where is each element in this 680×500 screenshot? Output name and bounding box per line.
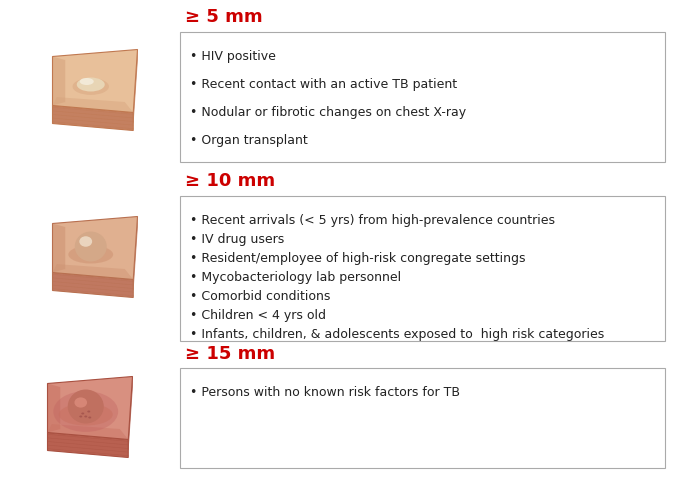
Polygon shape (48, 432, 129, 458)
Polygon shape (48, 384, 61, 432)
Ellipse shape (74, 398, 87, 407)
Text: • Persons with no known risk factors for TB: • Persons with no known risk factors for… (190, 386, 460, 399)
Polygon shape (133, 216, 137, 290)
FancyBboxPatch shape (180, 32, 665, 162)
Ellipse shape (58, 404, 113, 425)
Polygon shape (48, 424, 129, 440)
Ellipse shape (88, 416, 91, 418)
Text: • Children < 4 yrs old: • Children < 4 yrs old (190, 309, 326, 322)
Polygon shape (133, 50, 137, 124)
Text: • Mycobacteriology lab personnel: • Mycobacteriology lab personnel (190, 271, 401, 284)
Ellipse shape (81, 412, 84, 414)
Ellipse shape (75, 232, 107, 262)
Polygon shape (52, 97, 133, 112)
Text: • Recent arrivals (< 5 yrs) from high-prevalence countries: • Recent arrivals (< 5 yrs) from high-pr… (190, 214, 555, 227)
Ellipse shape (69, 246, 113, 264)
Text: • IV drug users: • IV drug users (190, 233, 284, 246)
Text: • HIV positive: • HIV positive (190, 50, 276, 63)
FancyBboxPatch shape (180, 196, 665, 341)
Text: • Organ transplant: • Organ transplant (190, 134, 308, 147)
Ellipse shape (87, 410, 90, 412)
Ellipse shape (73, 78, 109, 95)
Polygon shape (52, 216, 137, 280)
Ellipse shape (80, 236, 92, 246)
Text: • Comorbid conditions: • Comorbid conditions (190, 290, 330, 303)
Polygon shape (52, 56, 65, 106)
Ellipse shape (53, 391, 118, 432)
Text: • Infants, children, & adolescents exposed to  high risk categories: • Infants, children, & adolescents expos… (190, 328, 605, 341)
Polygon shape (52, 272, 133, 297)
Polygon shape (48, 376, 133, 440)
Ellipse shape (80, 78, 94, 85)
Polygon shape (129, 376, 133, 450)
Text: ≥ 5 mm: ≥ 5 mm (185, 8, 262, 26)
Text: • Recent contact with an active TB patient: • Recent contact with an active TB patie… (190, 78, 457, 91)
Ellipse shape (80, 416, 82, 418)
Text: • Nodular or fibrotic changes on chest X-ray: • Nodular or fibrotic changes on chest X… (190, 106, 466, 119)
Polygon shape (52, 50, 137, 112)
Ellipse shape (84, 416, 87, 418)
FancyBboxPatch shape (180, 368, 665, 468)
Ellipse shape (77, 78, 105, 92)
Polygon shape (52, 264, 133, 280)
Text: ≥ 15 mm: ≥ 15 mm (185, 345, 275, 363)
Ellipse shape (68, 390, 104, 424)
Text: • Resident/employee of high-risk congregate settings: • Resident/employee of high-risk congreg… (190, 252, 526, 265)
Polygon shape (52, 106, 133, 130)
Text: ≥ 10 mm: ≥ 10 mm (185, 172, 275, 190)
Polygon shape (52, 224, 65, 272)
